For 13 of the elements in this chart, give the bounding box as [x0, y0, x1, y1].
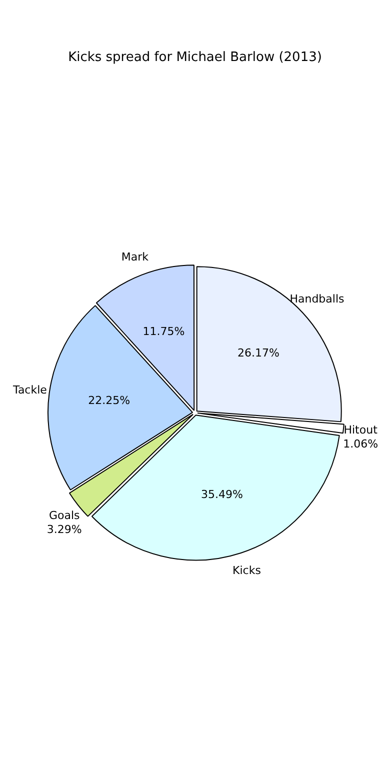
slice-label: Goals	[48, 508, 80, 522]
data-label: 26.17%	[238, 346, 280, 360]
slice-label: Handballs	[290, 292, 344, 306]
slice-label: Kicks	[232, 564, 262, 577]
slice-label: Tackle	[12, 383, 48, 396]
data-label: 11.75%	[142, 324, 185, 338]
slice-label: Hitout	[344, 423, 378, 436]
data-label: 22.25%	[88, 394, 130, 408]
data-label: 1.06%	[343, 437, 378, 450]
data-label: 35.49%	[200, 488, 243, 502]
chart-title: Kicks spread for Michael Barlow (2013)	[68, 50, 322, 66]
slice-label: Mark	[121, 250, 150, 264]
data-label: 3.29%	[46, 522, 82, 536]
